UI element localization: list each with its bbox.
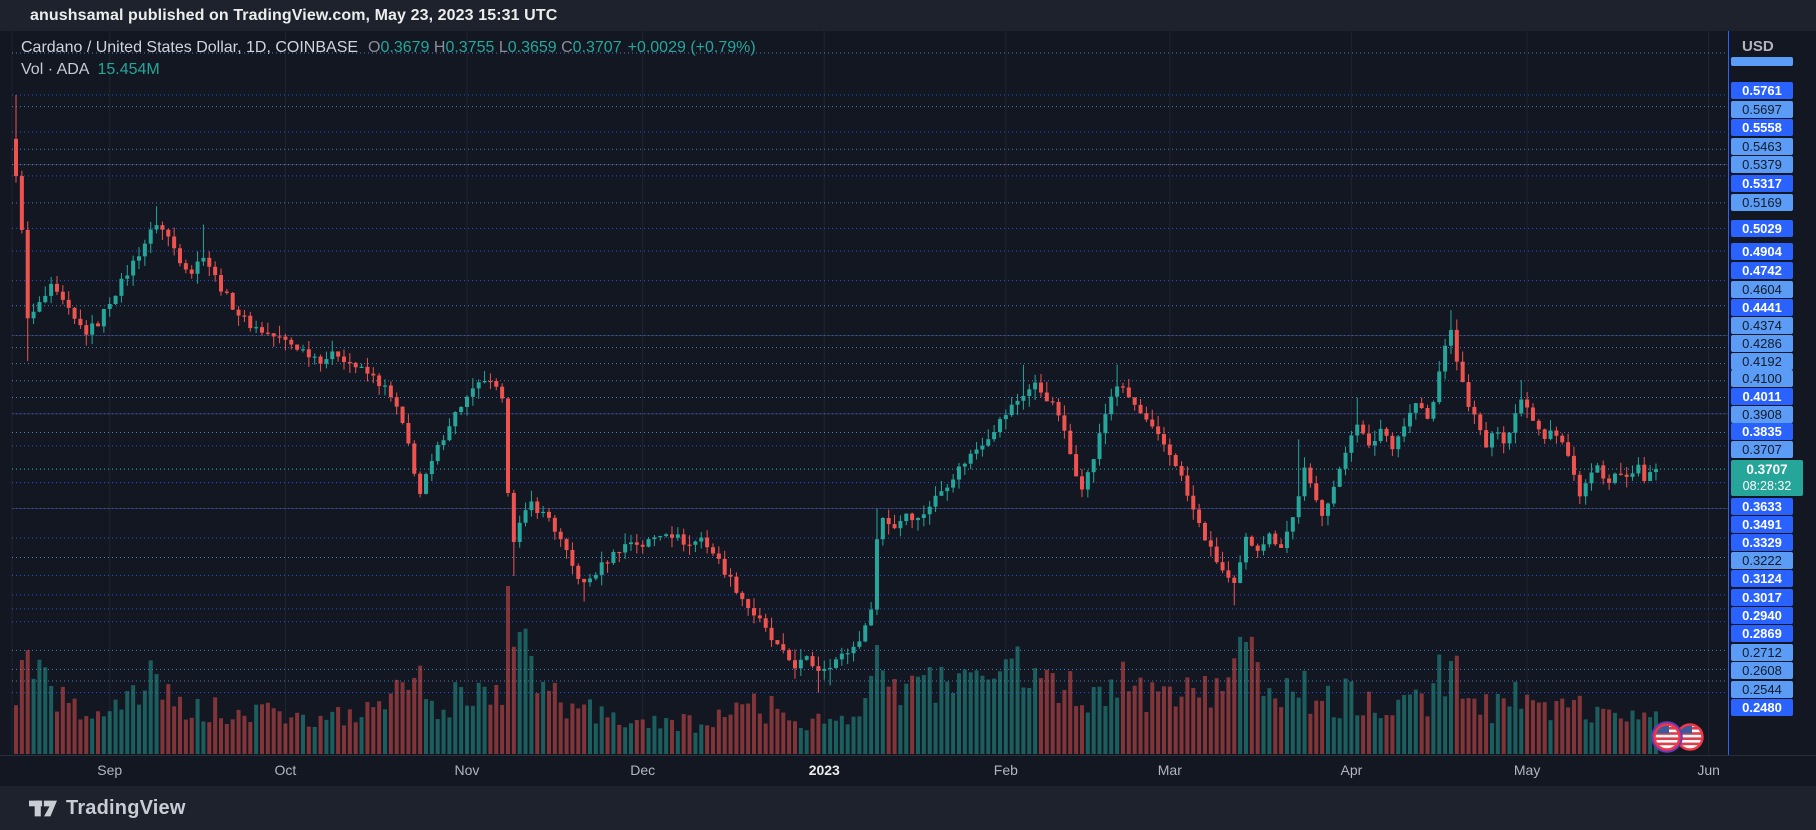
ohlc-values: O0.3679 H0.3755 L0.3659 C0.3707 [368, 39, 622, 56]
month-label: Feb [993, 762, 1018, 778]
tradingview-logo-icon [28, 798, 58, 819]
month-label: 2023 [808, 762, 840, 778]
economic-event-flag-icon[interactable] [1651, 721, 1683, 753]
price-level-label: 0.4441 [1731, 298, 1793, 316]
price-level-label: 0.5029 [1731, 219, 1793, 237]
publish-line: anushsamal published on TradingView.com,… [30, 6, 558, 24]
price-level-label: 0.3835 [1731, 423, 1793, 441]
price-level-label-clipped [1731, 57, 1793, 66]
price-level-label: 0.4604 [1731, 280, 1793, 298]
price-level-label: 0.4904 [1731, 242, 1793, 260]
footer-bar: TradingView [0, 785, 1816, 830]
price-level-label: 0.3329 [1731, 534, 1793, 552]
price-level-label: 0.3491 [1731, 515, 1793, 533]
price-level-label: 0.2544 [1731, 680, 1793, 698]
month-label: Sep [97, 762, 123, 778]
ohlc-key: C [556, 39, 573, 56]
month-label: Nov [454, 762, 480, 778]
ohlc-key: H [429, 39, 446, 56]
ohlc-value: 0.3659 [507, 39, 557, 56]
price-level-label: 0.4100 [1731, 370, 1793, 388]
price-level-label: 0.3707 [1731, 441, 1793, 459]
time-axis[interactable]: Sep Oct Nov Dec 2023 Feb Mar Apr May Jun [0, 755, 1816, 786]
price-axis-border [1728, 31, 1729, 785]
price-level-label: 0.3908 [1731, 405, 1793, 423]
price-level-label: 0.2608 [1731, 662, 1793, 680]
ohlc-value: 0.3755 [445, 39, 495, 56]
price-level-label: 0.5761 [1731, 82, 1793, 100]
price-level-label: 0.5697 [1731, 100, 1793, 118]
price-level-label: 0.5463 [1731, 137, 1793, 155]
ohlc-key: O [368, 39, 381, 56]
current-price-value: 0.3707 [1746, 462, 1788, 478]
price-level-label: 0.2940 [1731, 607, 1793, 625]
price-level-label: 0.3633 [1731, 497, 1793, 515]
price-chart[interactable] [0, 31, 1816, 785]
price-level-label: 0.3124 [1731, 570, 1793, 588]
volume-value: 15.454M [97, 61, 160, 78]
month-label: May [1513, 762, 1541, 778]
price-level-label: 0.3017 [1731, 588, 1793, 606]
price-level-label: 0.4011 [1731, 388, 1793, 406]
price-level-label: 0.4286 [1731, 334, 1793, 352]
price-level-label: 0.4374 [1731, 316, 1793, 334]
current-price-label: 0.3707 08:28:32 [1731, 460, 1803, 497]
ohlc-value: 0.3679 [380, 39, 430, 56]
chart-pane[interactable]: Cardano / United States Dollar, 1D, COIN… [0, 31, 1816, 785]
price-level-label: 0.3222 [1731, 552, 1793, 570]
ohlc-key: L [494, 39, 508, 56]
tradingview-brand-text: TradingView [66, 797, 186, 819]
price-level-label: 0.2712 [1731, 643, 1793, 661]
month-label: Mar [1157, 762, 1182, 778]
price-level-label: 0.5379 [1731, 156, 1793, 174]
price-level-label: 0.2480 [1731, 699, 1793, 717]
currency-label: USD [1742, 38, 1774, 55]
change-value: +0.0029 (+0.79%) [627, 39, 756, 56]
price-level-label: 0.4192 [1731, 352, 1793, 370]
month-label: Apr [1340, 762, 1363, 778]
month-label: Dec [630, 762, 656, 778]
price-axis[interactable]: USD 0.3707 08:28:32 0.5761 0.5697 0.5558 0.… [1729, 31, 1816, 785]
price-level-label: 0.2869 [1731, 625, 1793, 643]
ohlc-value: 0.3707 [572, 39, 622, 56]
economic-event-flag-icon[interactable] [1676, 723, 1704, 751]
month-label: Jun [1697, 762, 1720, 778]
price-level-label: 0.5169 [1731, 194, 1793, 212]
publish-bar: anushsamal published on TradingView.com,… [0, 0, 1816, 32]
price-level-label: 0.4742 [1731, 262, 1793, 280]
price-level-label: 0.5558 [1731, 119, 1793, 137]
tradingview-logo[interactable]: TradingView [28, 797, 186, 820]
bar-countdown: 08:28:32 [1742, 479, 1792, 494]
price-level-label: 0.5317 [1731, 174, 1793, 192]
symbol-title[interactable]: Cardano / United States Dollar, 1D, COIN… [21, 39, 359, 56]
volume-label: Vol · ADA [21, 61, 90, 78]
chart-legend: Cardano / United States Dollar, 1D, COIN… [21, 39, 756, 79]
month-label: Oct [274, 762, 297, 778]
